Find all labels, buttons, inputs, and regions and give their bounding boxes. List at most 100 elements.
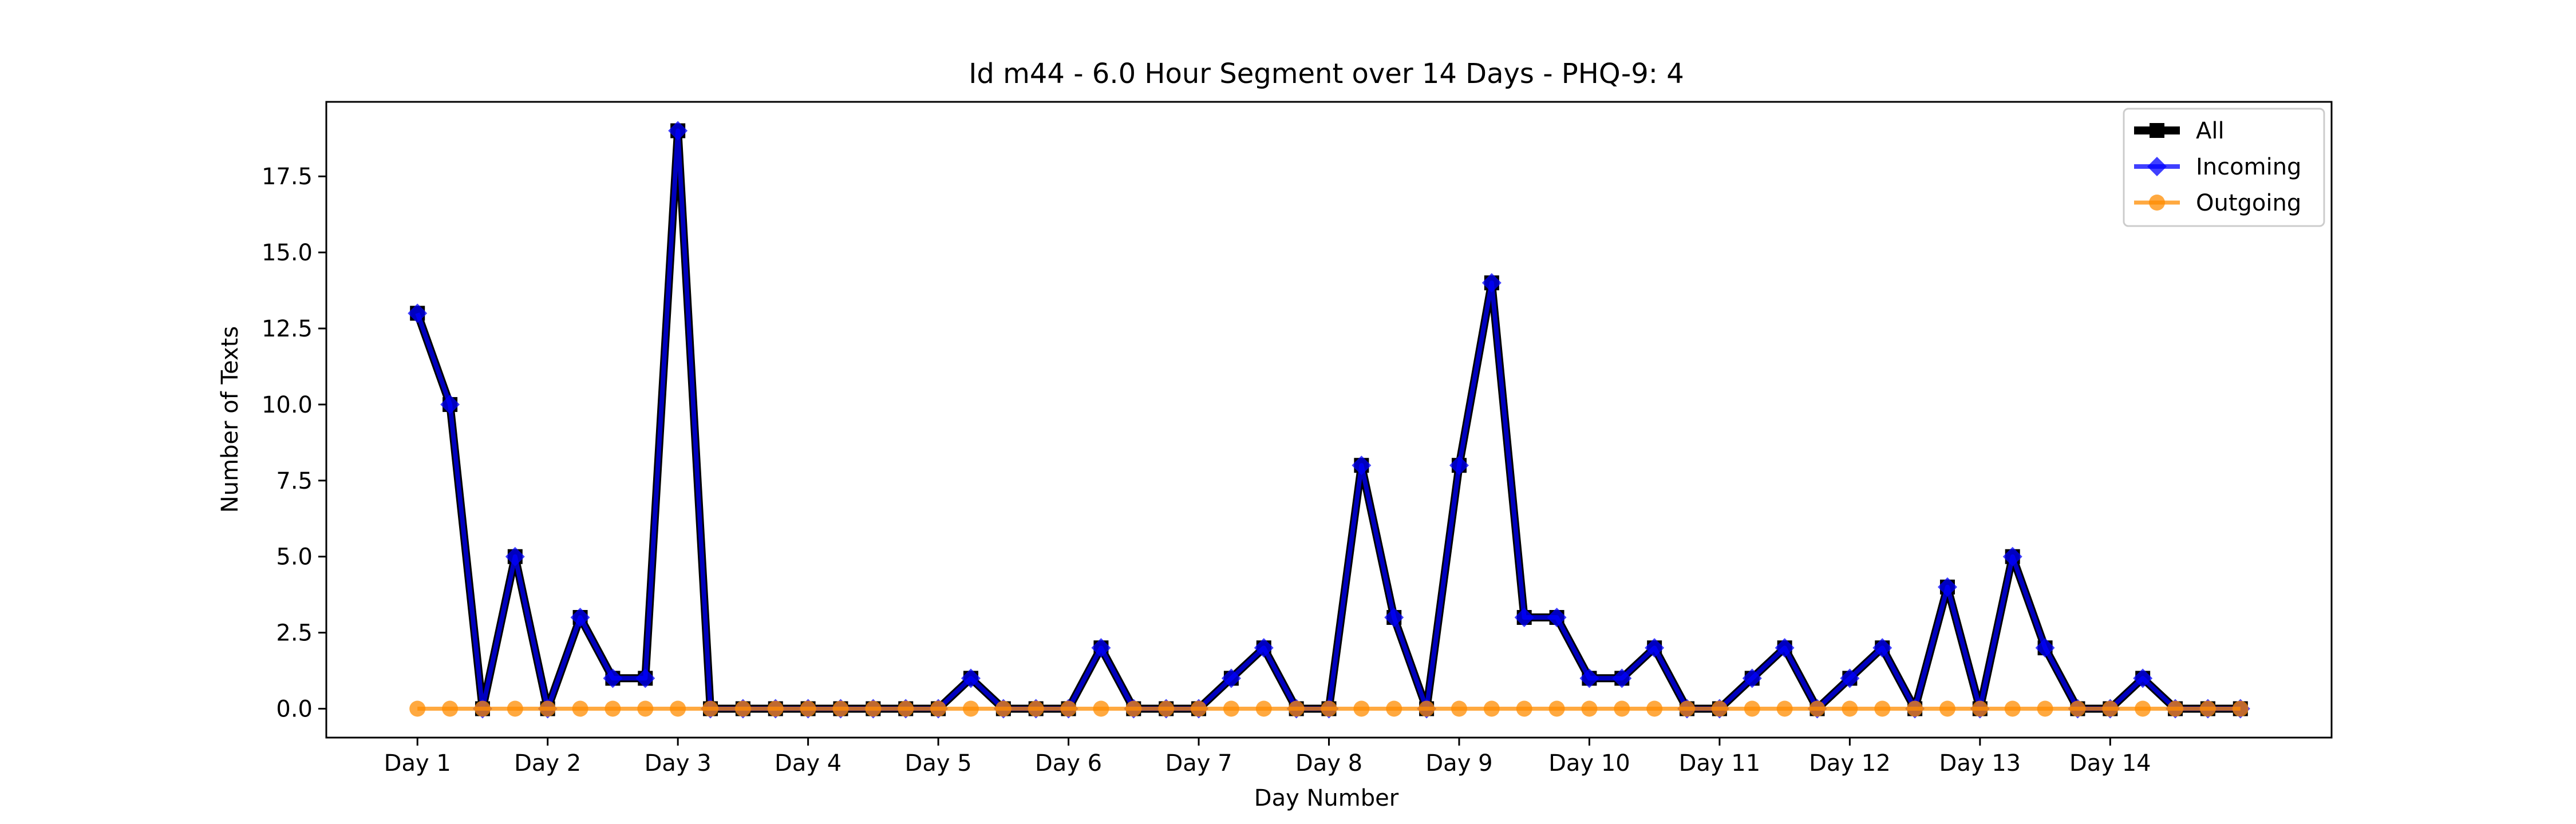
x-tick-label: Day 6 <box>1035 750 1102 777</box>
data-point-outgoing <box>1028 700 1044 717</box>
x-tick-label: Day 1 <box>384 750 451 777</box>
data-point-incoming <box>1514 608 1534 628</box>
data-point-outgoing <box>2135 700 2151 717</box>
x-tick-label: Day 5 <box>905 750 972 777</box>
data-point-incoming <box>505 546 525 566</box>
data-point-incoming <box>1645 638 1665 658</box>
data-point-outgoing <box>1581 700 1598 717</box>
data-point-outgoing <box>1386 700 1402 717</box>
legend-marker-outgoing <box>2149 195 2165 211</box>
x-tick-label: Day 12 <box>1809 750 1891 777</box>
data-point-outgoing <box>1288 700 1305 717</box>
data-point-outgoing <box>1842 700 1858 717</box>
series-incoming <box>408 121 2250 719</box>
data-point-outgoing <box>865 700 882 717</box>
series-line-all <box>413 126 2241 713</box>
legend: All Incoming Outgoing <box>2123 108 2325 227</box>
data-point-outgoing <box>1646 700 1663 717</box>
data-point-outgoing <box>995 700 1012 717</box>
data-point-outgoing <box>832 700 849 717</box>
y-axis: 0.0 2.5 5.0 7.5 10.0 12.5 15.0 17.5 <box>262 164 326 723</box>
series-layer <box>408 121 2250 719</box>
data-point-outgoing <box>1907 700 1923 717</box>
series-outgoing <box>409 700 2249 717</box>
data-point-outgoing <box>1679 700 1696 717</box>
data-point-incoming <box>570 608 590 628</box>
data-point-outgoing <box>2037 700 2053 717</box>
data-point-outgoing <box>1451 700 1467 717</box>
x-tick-label: Day 13 <box>1939 750 2021 777</box>
y-tick-label: 7.5 <box>276 468 313 494</box>
plot-area <box>325 101 2333 739</box>
data-point-incoming <box>408 303 428 323</box>
data-point-incoming <box>1872 638 1893 658</box>
data-point-outgoing <box>409 700 426 717</box>
data-point-incoming <box>635 668 655 688</box>
data-point-outgoing <box>572 700 588 717</box>
x-tick-label: Day 8 <box>1295 750 1362 777</box>
x-tick-label: Day 2 <box>514 750 581 777</box>
data-point-outgoing <box>2199 700 2216 717</box>
data-point-outgoing <box>1419 700 1435 717</box>
data-point-incoming <box>1840 668 1860 688</box>
data-point-outgoing <box>2102 700 2119 717</box>
data-point-outgoing <box>962 700 979 717</box>
data-point-outgoing <box>930 700 947 717</box>
data-point-incoming <box>1449 455 1469 476</box>
data-point-outgoing <box>1191 700 1207 717</box>
legend-frame <box>2123 108 2325 227</box>
data-point-outgoing <box>637 700 654 717</box>
data-point-outgoing <box>898 700 914 717</box>
y-tick-label: 15.0 <box>262 240 313 266</box>
legend-label-incoming: Incoming <box>2196 154 2301 180</box>
legend-label-all: All <box>2196 118 2225 144</box>
x-axis-title: Day Number <box>1254 785 1399 811</box>
data-point-incoming <box>1221 668 1241 688</box>
data-point-outgoing <box>734 700 751 717</box>
data-point-outgoing <box>474 700 491 717</box>
data-point-outgoing <box>1255 700 1272 717</box>
data-point-outgoing <box>1711 700 1728 717</box>
data-point-outgoing <box>1353 700 1370 717</box>
y-tick-label: 2.5 <box>276 620 313 647</box>
y-tick-label: 10.0 <box>262 392 313 418</box>
data-point-outgoing <box>1874 700 1891 717</box>
data-point-incoming <box>1775 638 1795 658</box>
data-point-incoming <box>1481 273 1502 293</box>
x-tick-label: Day 9 <box>1425 750 1492 777</box>
data-point-incoming <box>440 394 460 414</box>
data-point-outgoing <box>1158 700 1175 717</box>
x-tick-label: Day 4 <box>775 750 841 777</box>
legend-marker-all <box>2150 123 2164 138</box>
y-tick-label: 17.5 <box>262 164 313 190</box>
x-tick-label: Day 10 <box>1548 750 1630 777</box>
data-point-outgoing <box>1483 700 1500 717</box>
data-point-outgoing <box>1776 700 1793 717</box>
chart-title: Id m44 - 6.0 Hour Segment over 14 Days -… <box>969 58 1684 90</box>
data-point-incoming <box>961 668 981 688</box>
data-point-outgoing <box>539 700 556 717</box>
data-point-incoming <box>2035 638 2055 658</box>
data-point-outgoing <box>442 700 459 717</box>
data-point-outgoing <box>2069 700 2086 717</box>
data-point-outgoing <box>2167 700 2184 717</box>
data-point-outgoing <box>1548 700 1565 717</box>
data-point-outgoing <box>1744 700 1760 717</box>
data-point-incoming <box>1612 668 1632 688</box>
data-point-incoming <box>1937 577 1957 597</box>
data-point-outgoing <box>2232 700 2249 717</box>
data-point-outgoing <box>800 700 816 717</box>
x-axis: Day 1 Day 2 Day 3 Day 4 Day 5 Day 6 Day 7 Day 8… <box>384 738 2151 777</box>
data-point-outgoing <box>1971 700 1988 717</box>
x-tick-label: Day 7 <box>1165 750 1232 777</box>
data-point-incoming <box>668 121 688 141</box>
series-all <box>410 123 2248 716</box>
data-point-incoming <box>1091 638 1111 658</box>
data-point-incoming <box>2133 668 2153 688</box>
data-point-incoming <box>1579 668 1599 688</box>
y-tick-label: 12.5 <box>262 316 313 342</box>
data-point-outgoing <box>2004 700 2021 717</box>
data-point-outgoing <box>1516 700 1532 717</box>
data-point-outgoing <box>702 700 719 717</box>
